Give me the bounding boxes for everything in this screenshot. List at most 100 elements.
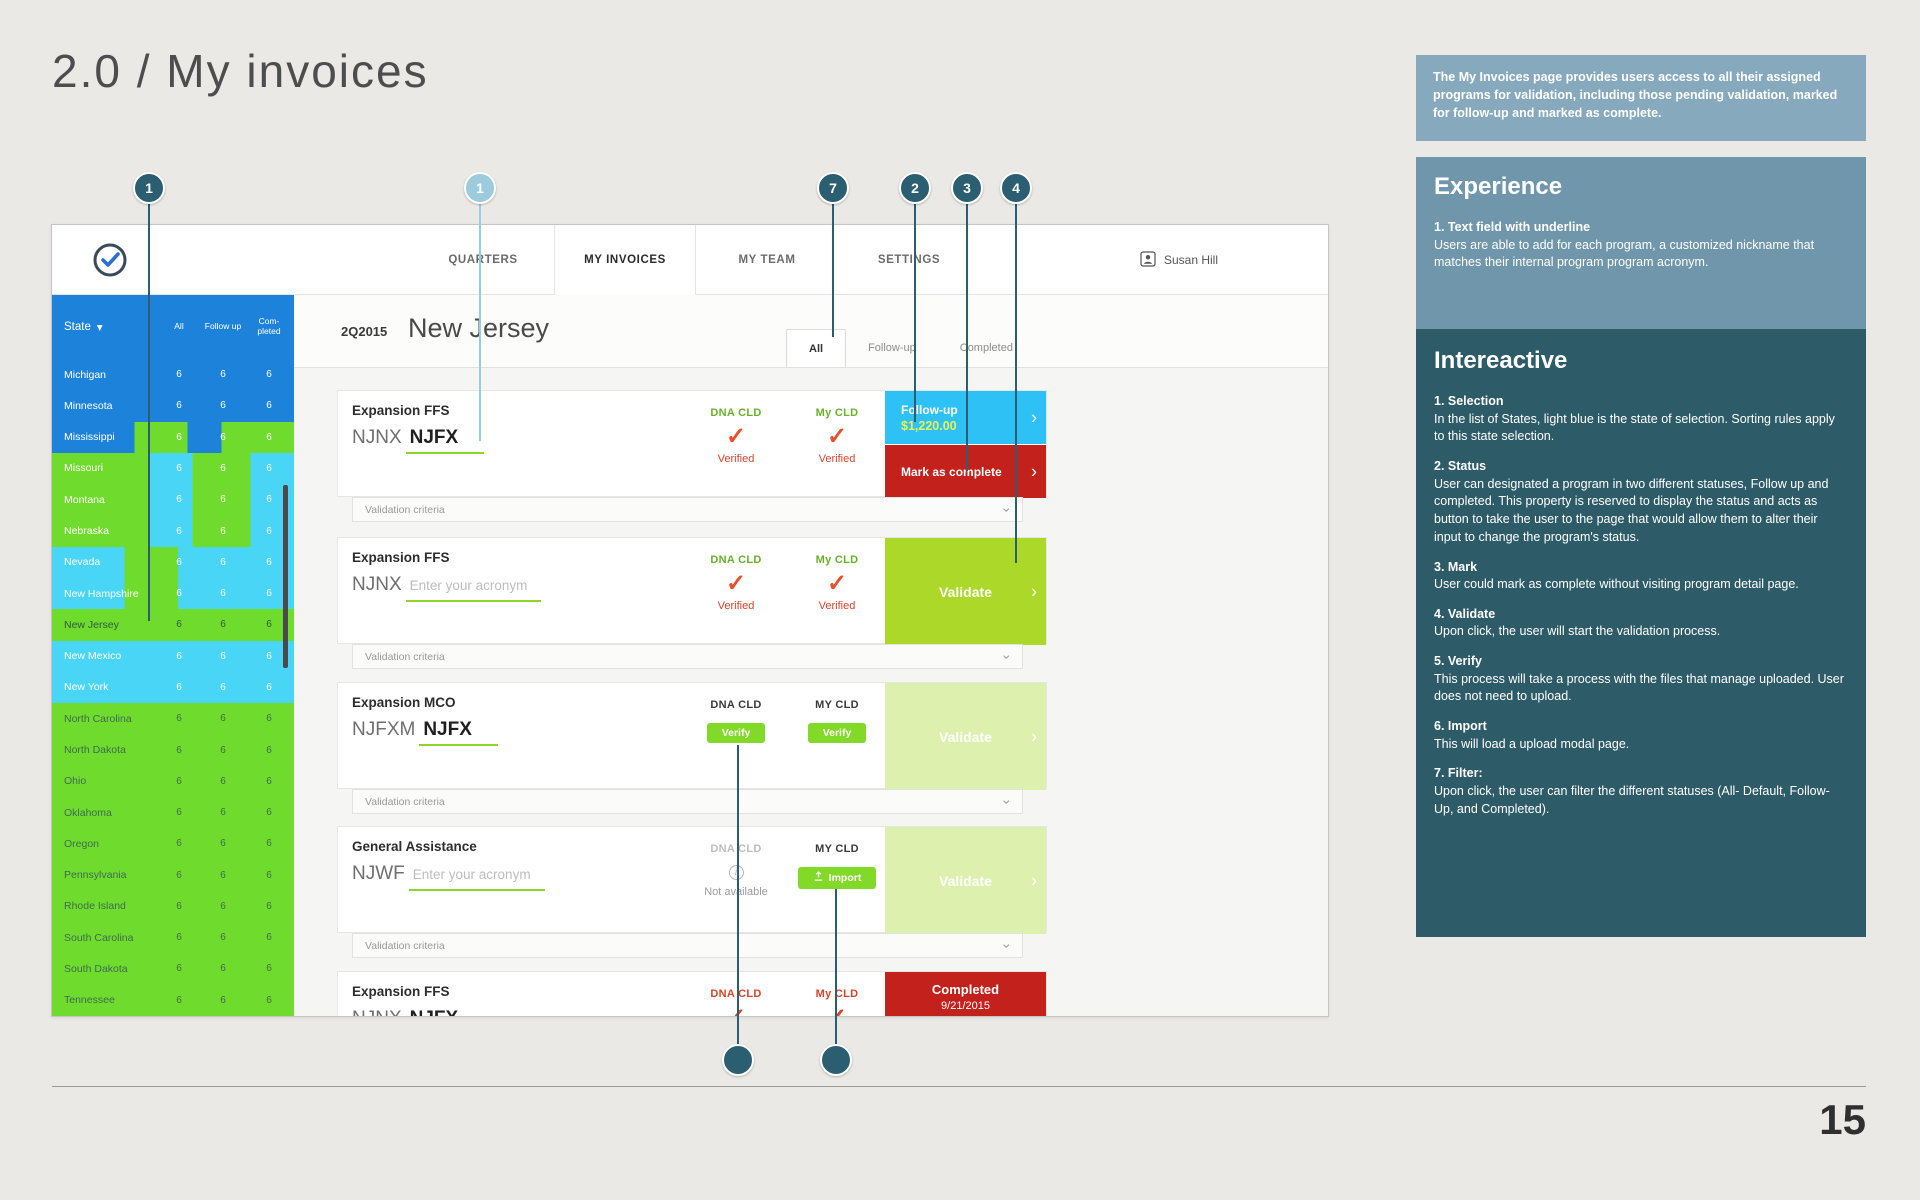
annotation-marker-5 xyxy=(722,1044,754,1076)
mark-complete-button[interactable]: Mark as complete › xyxy=(885,445,1046,498)
validation-criteria-label: Validation criteria xyxy=(365,650,445,663)
state-row[interactable]: South Dakota 6 6 6 xyxy=(52,953,294,985)
acronym-input[interactable]: NJFX xyxy=(405,427,485,454)
quarter-label[interactable]: 2Q2015 xyxy=(341,324,388,339)
chevron-right-icon: › xyxy=(1031,407,1037,427)
spec-item: 2. Status User can designated a program … xyxy=(1434,458,1848,547)
state-name: South Dakota xyxy=(64,962,128,975)
state-row[interactable]: South Carolina 6 6 6 xyxy=(52,922,294,954)
program-name: Expansion FFS xyxy=(352,984,450,999)
acronym-input[interactable]: NJFX xyxy=(419,719,498,746)
completed-date: 9/21/2015 xyxy=(941,1000,990,1012)
state-name: South Carolina xyxy=(64,931,134,944)
panel-experience: Experience 1. Text field with underline … xyxy=(1416,157,1866,329)
program-code: NJNX Enter your acronym xyxy=(352,574,542,602)
chevron-right-icon: › xyxy=(1031,461,1037,481)
state-completed-count: 6 xyxy=(266,807,272,819)
state-row[interactable]: Nevada 6 6 6 xyxy=(52,546,294,578)
validate-button-disabled[interactable]: Validate › xyxy=(885,683,1046,790)
program-code: NJWF Enter your acronym xyxy=(352,863,545,891)
filter-tab-all[interactable]: All xyxy=(786,329,847,367)
state-name: Rhode Island xyxy=(64,900,126,913)
state-row[interactable]: Tennessee 6 6 6 xyxy=(52,984,294,1016)
state-name: Pennsylvania xyxy=(64,869,127,882)
validation-criteria-bar[interactable]: Validation criteria › xyxy=(352,789,1023,814)
state-name: Nevada xyxy=(64,556,101,569)
validate-button-disabled[interactable]: Validate › xyxy=(885,827,1046,934)
spec-item: 7. Filter: Upon click, the user can filt… xyxy=(1434,765,1848,818)
state-follow-count: 6 xyxy=(220,900,226,912)
state-row[interactable]: Oklahoma 6 6 6 xyxy=(52,796,294,829)
spec-item-head: 3. Mark xyxy=(1434,559,1478,574)
state-completed-count: 6 xyxy=(266,494,272,506)
filter-tab-completed[interactable]: Completed xyxy=(959,342,1013,354)
user-menu[interactable]: Susan Hill xyxy=(1140,225,1218,295)
state-completed-count: 6 xyxy=(266,681,272,693)
chevron-down-icon: › xyxy=(999,799,1016,804)
state-row[interactable]: Montana 6 6 6 xyxy=(52,484,294,516)
state-row[interactable]: Rhode Island 6 6 6 xyxy=(52,890,294,923)
program-code-prefix: NJFXM xyxy=(352,719,416,740)
spec-item-body: Upon click, the user can filter the diff… xyxy=(1434,783,1830,816)
state-row[interactable]: Michigan 6 6 6 xyxy=(52,359,294,391)
state-completed-count: 6 xyxy=(266,900,272,912)
state-row[interactable]: Oregon 6 6 6 xyxy=(52,828,294,860)
acronym-input-placeholder[interactable]: Enter your acronym xyxy=(405,578,542,602)
spec-item-head: 1. Text field with underline xyxy=(1434,220,1591,234)
chevron-down-icon: › xyxy=(999,507,1016,512)
state-row[interactable]: New York 6 6 6 xyxy=(52,671,294,704)
dna-cld-column: DNA CLD ✓ Verified xyxy=(686,538,786,645)
state-row[interactable]: Pennsylvania 6 6 6 xyxy=(52,859,294,891)
spec-item-head: 7. Filter: xyxy=(1434,766,1483,781)
state-name: New Jersey xyxy=(64,618,119,631)
dna-cld-label: DNA CLD xyxy=(710,988,762,1000)
verify-button[interactable]: Verify xyxy=(706,723,766,743)
state-row[interactable]: New Jersey 6 6 6 xyxy=(52,609,294,641)
tab-settings[interactable]: SETTINGS xyxy=(877,254,941,266)
annotation-marker-1-light: 1 xyxy=(464,172,496,204)
follow-up-button[interactable]: Follow-up $1,220.00 › xyxy=(885,391,1046,444)
top-nav: QUARTERS MY INVOICES MY TEAM SETTINGS Su… xyxy=(52,225,1328,295)
spec-item-body: In the list of States, light blue is the… xyxy=(1434,411,1835,444)
tab-my-team[interactable]: MY TEAM xyxy=(738,254,796,266)
card-actions: Validate › xyxy=(885,538,1046,645)
state-row[interactable]: Ohio 6 6 6 xyxy=(52,765,294,797)
app-logo[interactable] xyxy=(92,242,128,283)
state-row[interactable]: Minnesota 6 6 6 xyxy=(52,390,294,422)
state-row[interactable]: North Carolina 6 6 6 xyxy=(52,703,294,735)
tab-my-invoices[interactable]: MY INVOICES xyxy=(554,225,696,295)
state-name: North Carolina xyxy=(64,712,132,725)
state-row[interactable]: Mississippi 6 6 6 xyxy=(52,421,294,453)
state-name: Nebraska xyxy=(64,525,109,538)
import-button[interactable]: Import xyxy=(797,867,877,889)
spec-item-body: This process will take a process with th… xyxy=(1434,671,1844,704)
state-row[interactable]: Missouri 6 6 6 xyxy=(52,452,294,485)
filter-tab-follow-up[interactable]: Follow-up xyxy=(868,342,916,354)
state-row[interactable]: North Dakota 6 6 6 xyxy=(52,734,294,766)
verify-button[interactable]: Verify xyxy=(807,723,867,743)
state-follow-count: 6 xyxy=(220,869,226,881)
tab-quarters[interactable]: QUARTERS xyxy=(448,254,518,266)
state-all-count: 6 xyxy=(176,525,182,537)
state-row[interactable]: New Hampshire 6 6 6 xyxy=(52,577,294,610)
state-all-count: 6 xyxy=(176,650,182,662)
acronym-input[interactable]: NJFX xyxy=(405,1008,485,1016)
state-row[interactable]: New Mexico 6 6 6 xyxy=(52,640,294,672)
upload-icon xyxy=(813,871,824,885)
all-column-label[interactable]: All xyxy=(174,321,184,332)
completed-status-button[interactable]: Completed 9/21/2015 xyxy=(885,972,1046,1016)
state-name: Mississippi xyxy=(64,431,115,444)
follow-up-column-label[interactable]: Follow up xyxy=(204,321,242,332)
validation-criteria-bar[interactable]: Validation criteria › xyxy=(352,933,1023,958)
card-actions: Validate › xyxy=(885,827,1046,934)
completed-column-label[interactable]: Com- pleted xyxy=(257,316,281,336)
validation-criteria-bar[interactable]: Validation criteria › xyxy=(352,644,1023,669)
interactive-title: Intereactive xyxy=(1434,347,1568,374)
state-row[interactable]: Nebraska 6 6 6 xyxy=(52,515,294,547)
footer-divider xyxy=(52,1086,1866,1087)
acronym-input-placeholder[interactable]: Enter your acronym xyxy=(408,867,545,891)
state-sort-header[interactable]: State ▾ xyxy=(52,320,158,334)
sidebar-scrollbar[interactable] xyxy=(283,485,288,668)
validate-button[interactable]: Validate › xyxy=(885,538,1046,645)
validation-criteria-bar[interactable]: Validation criteria › xyxy=(352,497,1023,522)
